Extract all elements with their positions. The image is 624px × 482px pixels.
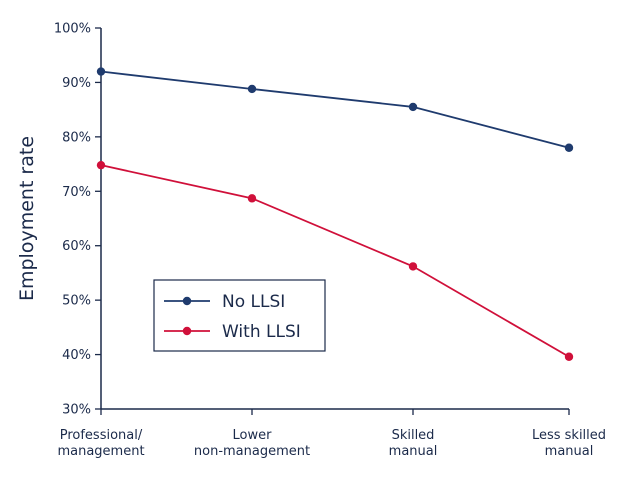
x-tick-label: Professional/management: [57, 428, 144, 459]
x-tick-label-line: non-management: [194, 444, 310, 459]
y-tick-label: 70%: [62, 185, 91, 200]
series-1: [96, 160, 574, 361]
x-tick-label: Skilled manual: [389, 428, 438, 459]
data-point: [564, 352, 574, 361]
data-point: [247, 84, 257, 94]
legend-box: [153, 279, 326, 352]
series-group: [96, 67, 574, 361]
data-point: [96, 67, 106, 76]
x-tick-label-line: management: [57, 444, 144, 459]
y-axis-label: Employment rate: [16, 136, 38, 301]
data-point: [247, 194, 257, 203]
x-tick-label: Lower non-management: [194, 428, 310, 459]
data-point: [564, 143, 574, 152]
series-line: [100, 70, 570, 149]
legend-label: No LLSI: [222, 292, 285, 312]
legend-swatch-marker: [182, 326, 192, 336]
x-tick-label-line: Professional/: [60, 428, 143, 443]
x-tick-label-line: manual: [389, 444, 438, 459]
legend-swatch-marker: [182, 296, 192, 306]
x-tick-label-line: Less skilled: [532, 428, 606, 443]
data-point: [408, 102, 418, 112]
y-tick-label: 60%: [62, 239, 91, 254]
y-tick-label: 90%: [62, 76, 91, 91]
legend: No LLSI With LLSI: [153, 279, 326, 352]
y-tick-label: 30%: [62, 403, 91, 418]
data-point: [96, 160, 106, 170]
y-tick-label: 40%: [62, 348, 91, 363]
y-ticks: 30% 40% 50% 60% 70% 80% 90% 100%: [54, 22, 101, 418]
x-tick-label-line: manual: [545, 444, 594, 459]
y-tick-label: 100%: [54, 22, 91, 37]
x-tick-label-line: Skilled: [392, 428, 435, 443]
x-tick-label: Less skilled manual: [532, 428, 606, 459]
series-line: [100, 164, 570, 358]
x-tick-label-line: Lower: [233, 428, 273, 443]
x-ticks: Professional/management Lower non-manageme…: [57, 409, 606, 459]
legend-label: With LLSI: [222, 322, 301, 342]
y-tick-label: 80%: [62, 130, 91, 145]
axes: [100, 28, 569, 410]
series-0: [96, 67, 574, 152]
y-tick-label: 50%: [62, 294, 91, 309]
data-point: [408, 262, 418, 271]
